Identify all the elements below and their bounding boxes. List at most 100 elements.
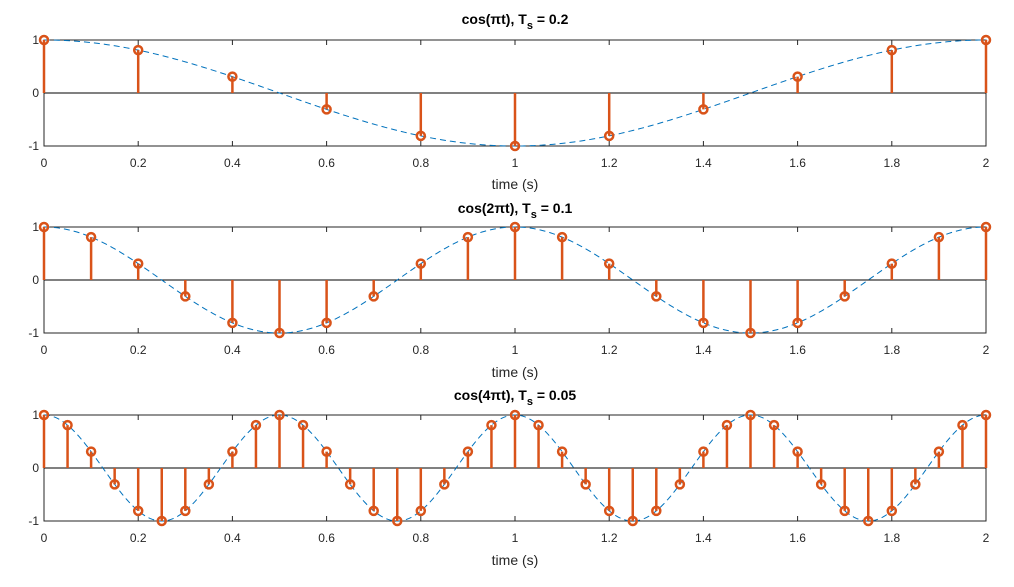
stem-marker [980,34,992,46]
title-main: cos(πt), T [462,11,528,27]
x-tick-label: 1.6 [789,156,806,170]
stem-marker [721,419,733,431]
stem-marker [980,409,992,421]
title-subscript: s [527,396,533,408]
x-tick-label: 0.6 [318,343,335,357]
x-tick-label: 0 [41,531,48,545]
x-tick-label: 1 [512,531,519,545]
x-tick-label: 2 [983,531,990,545]
x-tick-label: 1.6 [789,343,806,357]
stem-marker [863,515,874,527]
subplot-2: 0 0.2 0.4 0.6 0.8 1 1.2 1.4 1.6 1.8 2-101cos(2πt),… [28,200,992,380]
stem-marker [132,258,144,269]
stem-marker [62,419,73,431]
stem-marker [321,317,332,329]
stem-marker [180,291,191,302]
stem-marker [580,479,591,490]
x-axis-label: time (s) [492,552,539,568]
stem-marker [651,505,662,517]
stem-marker [368,291,379,302]
stem-marker [603,258,615,269]
y-tick-label: 1 [32,33,39,47]
stem-marker [933,446,945,457]
stem-marker [792,446,803,457]
stem-marker [227,317,238,329]
stem-marker [392,515,403,527]
y-tick-label: 0 [32,273,39,287]
stem-marker [698,104,709,115]
stem-marker [321,446,332,457]
x-tick-label: 1 [512,156,519,170]
x-tick-label: 0.8 [412,156,429,170]
stem-marker [839,505,850,517]
x-tick-label: 0.4 [224,343,241,357]
x-tick-label: 0.2 [130,343,147,357]
x-tick-label: 1.2 [601,531,618,545]
stem-marker [132,505,144,517]
stem-marker [368,505,379,517]
stem-marker [38,34,50,46]
stem-marker [839,291,850,302]
title-tail: = 0.1 [537,200,573,216]
stem-marker [745,409,756,421]
stem-marker [957,419,968,431]
x-tick-label: 0.2 [130,156,147,170]
x-tick-label: 1.6 [789,531,806,545]
x-tick-label: 2 [983,343,990,357]
stem-marker [38,221,50,233]
stem-marker [674,479,686,490]
y-tick-label: 1 [32,220,39,234]
title-tail: = 0.2 [533,11,569,27]
x-tick-label: 1.4 [695,343,712,357]
title-main: cos(2πt), T [458,200,531,216]
stem-marker [85,231,97,243]
stem-marker [132,44,144,56]
stem-marker [980,221,992,233]
x-tick-label: 2 [983,156,990,170]
title-subscript: s [531,209,537,221]
stem-marker [486,419,497,431]
x-tick-label: 0.8 [412,343,429,357]
title-subscript: s [527,20,533,32]
stem-marker [698,446,709,457]
x-tick-label: 1 [512,343,519,357]
stem-marker [627,515,638,527]
subplot-1: 0 0.2 0.4 0.6 0.8 1 1.2 1.4 1.6 1.8 2-101cos(πt), … [28,11,992,192]
stem-marker [768,419,780,431]
x-tick-label: 0.2 [130,531,147,545]
stem-marker [203,479,215,490]
title-tail: = 0.05 [533,387,576,403]
x-axis-label: time (s) [492,364,539,380]
stem-marker [462,446,474,457]
stem-marker [886,44,898,56]
stem-marker [227,71,238,82]
stem-marker [698,317,709,329]
stem-marker [85,446,97,457]
stem-marker [321,104,332,115]
subplot-title: cos(2πt), Ts = 0.1 [458,200,573,221]
stem-marker [815,479,827,490]
x-tick-label: 0.6 [318,531,335,545]
x-tick-label: 1.8 [883,156,900,170]
stem-marker [886,505,898,517]
stem-marker [274,409,285,421]
stem-marker [651,291,662,302]
stem-marker [415,505,427,517]
stem-marker [274,327,285,339]
stem-marker [415,130,427,142]
x-tick-label: 1.4 [695,531,712,545]
stem-marker [556,446,568,457]
stem-marker [344,479,356,490]
y-tick-label: -1 [28,326,39,340]
subplot-title: cos(4πt), Ts = 0.05 [454,387,576,408]
subplot-title: cos(πt), Ts = 0.2 [462,11,569,32]
stem-marker [886,258,898,269]
stem-marker [156,515,167,527]
stem-marker [109,479,120,490]
stem-marker [439,479,450,490]
stem-marker [509,140,521,152]
stem-marker [603,505,615,517]
x-tick-label: 0.4 [224,531,241,545]
stem-marker [297,419,309,431]
